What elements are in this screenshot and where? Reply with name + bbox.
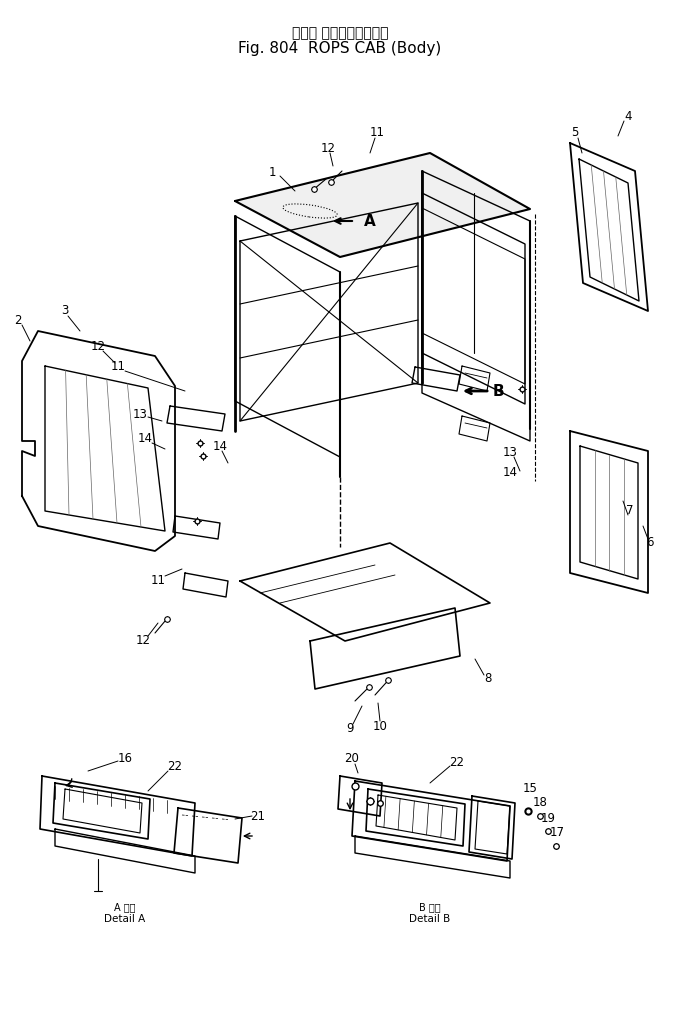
Text: 19: 19 xyxy=(541,812,556,825)
Text: ロプス キャブ（ボデー）: ロプス キャブ（ボデー） xyxy=(291,26,388,40)
Text: 3: 3 xyxy=(61,304,69,317)
Text: Detail A: Detail A xyxy=(104,914,146,924)
Polygon shape xyxy=(235,153,530,257)
Text: 5: 5 xyxy=(571,126,579,140)
Text: 15: 15 xyxy=(522,783,537,796)
Text: 7: 7 xyxy=(627,504,634,518)
Text: 11: 11 xyxy=(110,360,125,372)
Text: 18: 18 xyxy=(533,797,548,810)
Text: 9: 9 xyxy=(346,723,353,735)
Text: A: A xyxy=(364,213,376,228)
Text: 13: 13 xyxy=(503,447,518,460)
Text: 14: 14 xyxy=(503,466,518,479)
Text: 12: 12 xyxy=(91,340,106,353)
Text: 6: 6 xyxy=(646,537,654,550)
Text: 22: 22 xyxy=(449,756,464,769)
Text: B 詳細: B 詳細 xyxy=(419,902,441,912)
Text: 13: 13 xyxy=(133,407,148,421)
Text: 16: 16 xyxy=(118,752,133,765)
Text: 21: 21 xyxy=(251,810,266,823)
Text: 11: 11 xyxy=(151,574,165,587)
Text: 1: 1 xyxy=(268,167,276,180)
Text: B: B xyxy=(492,383,504,398)
Text: 20: 20 xyxy=(345,752,360,765)
Text: 2: 2 xyxy=(14,314,22,328)
Text: 12: 12 xyxy=(321,143,336,156)
Text: 4: 4 xyxy=(624,109,632,122)
Text: 12: 12 xyxy=(136,635,151,647)
Text: A 詳細: A 詳細 xyxy=(114,902,136,912)
Text: 10: 10 xyxy=(373,720,387,733)
Text: Fig. 804  ROPS CAB (Body): Fig. 804 ROPS CAB (Body) xyxy=(238,41,441,57)
Text: 14: 14 xyxy=(212,440,227,453)
Text: 22: 22 xyxy=(168,760,183,773)
Text: 8: 8 xyxy=(484,672,492,685)
Text: 14: 14 xyxy=(138,433,153,446)
Text: 17: 17 xyxy=(550,827,565,839)
Text: Detail B: Detail B xyxy=(409,914,451,924)
Text: 11: 11 xyxy=(370,126,385,140)
